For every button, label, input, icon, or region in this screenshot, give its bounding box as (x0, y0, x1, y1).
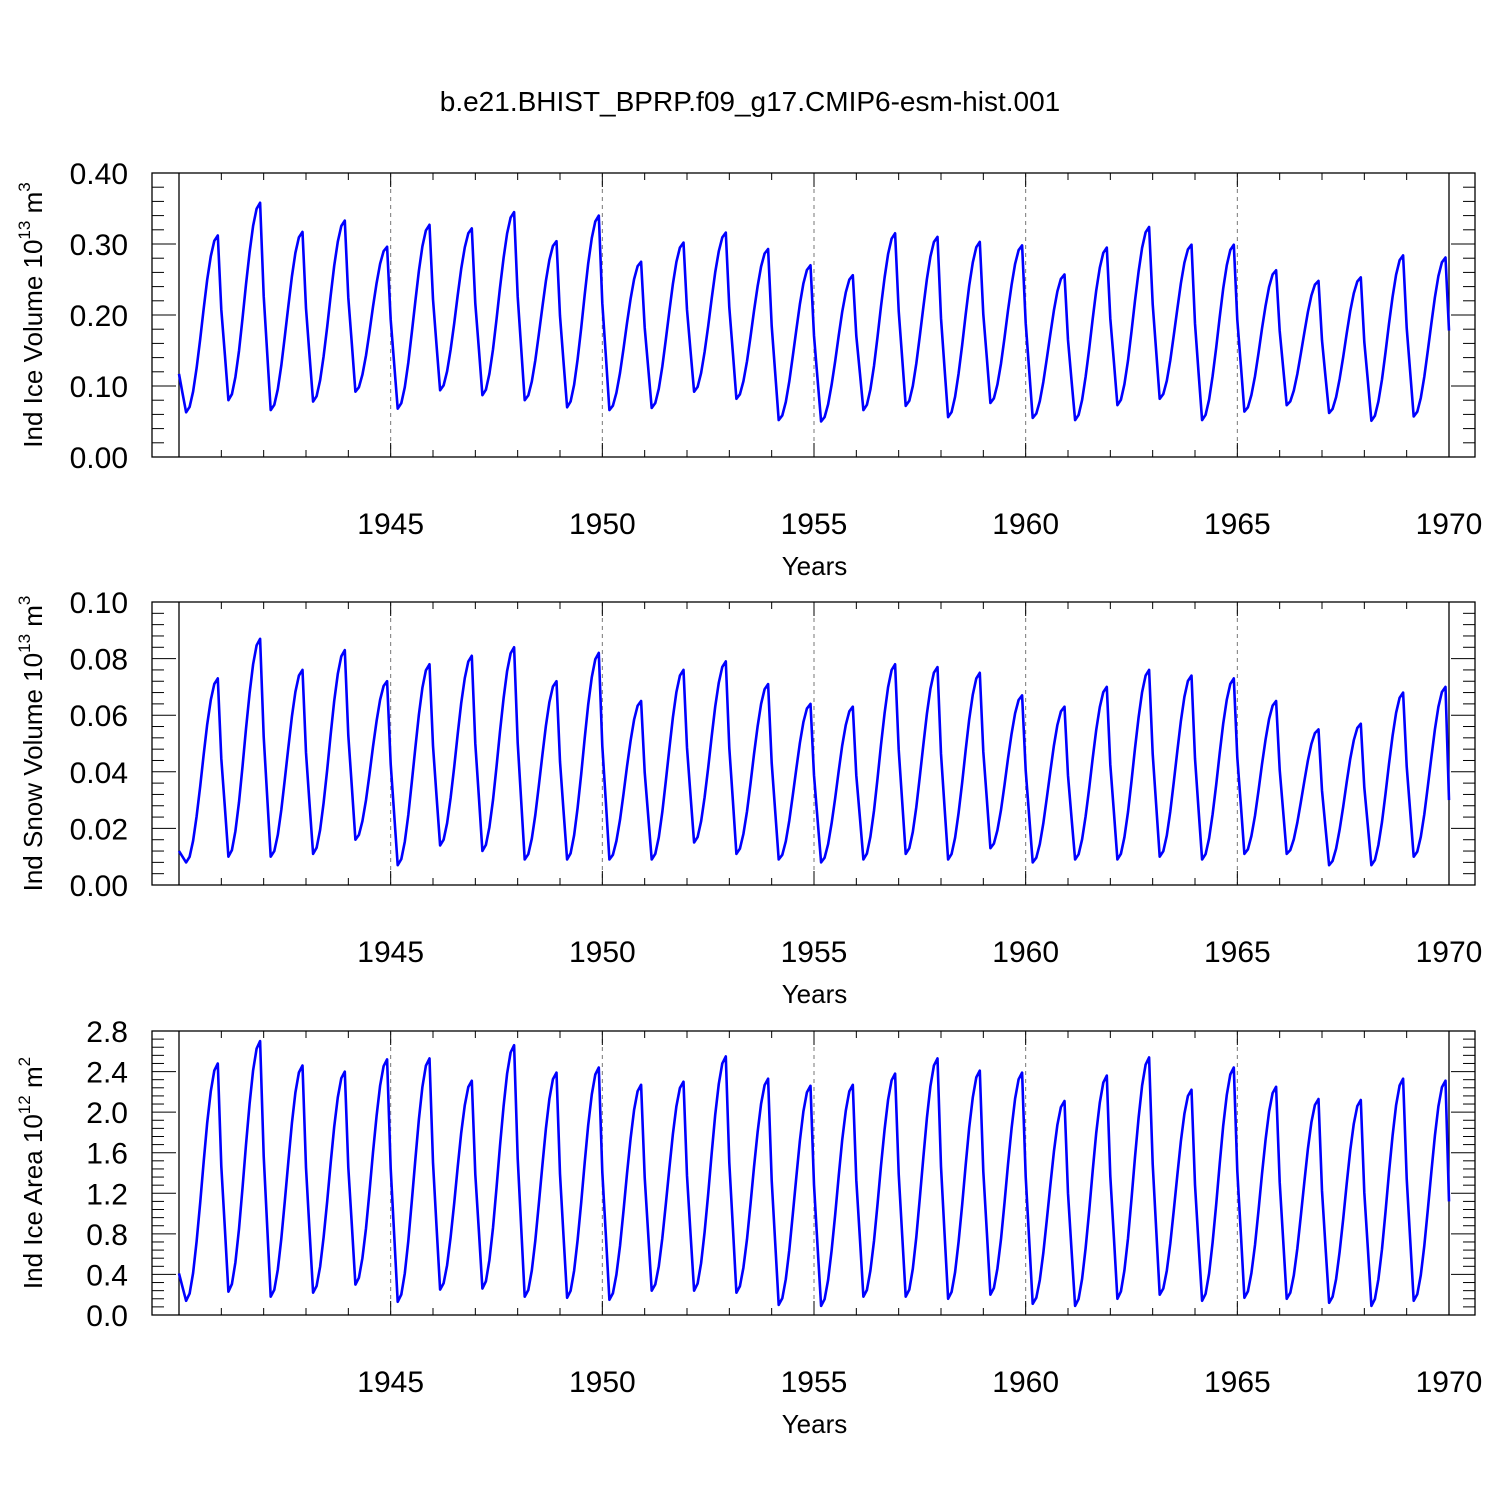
ice-volume-xlabel: Years (782, 551, 848, 581)
snow-volume-ytick-label-1: 0.02 (70, 813, 128, 846)
ice-area-xtick-label-1955: 1955 (781, 1366, 848, 1399)
ice-volume-ytick-label-3: 0.30 (70, 229, 128, 262)
ice-area-xtick-label-1950: 1950 (569, 1366, 636, 1399)
ice-area-xtick-label-1960: 1960 (992, 1366, 1059, 1399)
ice-volume-xtick-label-1965: 1965 (1204, 508, 1271, 541)
chart-title: b.e21.BHIST_BPRP.f09_g17.CMIP6-esm-hist.… (439, 86, 1061, 117)
ice-area-ytick-label-2: 0.8 (86, 1219, 128, 1252)
ice-area-ytick-label-0: 0.0 (86, 1300, 128, 1333)
snow-volume-xtick-label-1960: 1960 (992, 936, 1059, 969)
snow-volume-ytick-label-4: 0.08 (70, 644, 128, 677)
ice-volume-ylabel-unit-exp: 3 (15, 182, 34, 191)
snow-volume-ytick-label-0: 0.00 (70, 870, 128, 903)
snow-volume-xtick-label-1970: 1970 (1416, 936, 1483, 969)
ice-volume-ytick-label-1: 0.10 (70, 371, 128, 404)
ice-volume-ytick-label-4: 0.40 (70, 158, 128, 191)
ice-area-ylabel-text: Ind Ice Area 10 (18, 1114, 48, 1289)
ice-volume-ytick-label-2: 0.20 (70, 300, 128, 333)
ice-area-ytick-label-7: 2.8 (86, 1016, 128, 1049)
snow-volume-ylabel-exp: 13 (15, 634, 34, 653)
snow-volume-xtick-label-1945: 1945 (357, 936, 424, 969)
snow-volume-xlabel: Years (782, 979, 848, 1009)
ice-volume-xtick-label-1955: 1955 (781, 508, 848, 541)
ice-area-xtick-label-1965: 1965 (1204, 1366, 1271, 1399)
ice-area-series-line (177, 1039, 1451, 1308)
snow-volume-ylabel: Ind Snow Volume 1013 m3 (15, 596, 48, 892)
snow-volume-ylabel-unit: m (18, 605, 48, 634)
snow-volume-xtick-label-1955: 1955 (781, 936, 848, 969)
ice-area-ylabel: Ind Ice Area 1012 m2 (15, 1057, 48, 1289)
snow-volume-ytick-label-2: 0.04 (70, 757, 128, 790)
ice-volume-ylabel-unit: m (18, 192, 48, 221)
ice-volume-series-line (177, 201, 1451, 423)
snow-volume-xtick-label-1950: 1950 (569, 936, 636, 969)
ice-area-xlabel: Years (782, 1409, 848, 1439)
ice-area-ylabel-unit: m (18, 1066, 48, 1095)
snow-volume-ytick-label-5: 0.10 (70, 587, 128, 620)
ice-area-xtick-label-1970: 1970 (1416, 1366, 1483, 1399)
ice-area-ytick-label-4: 1.6 (86, 1138, 128, 1171)
ice-volume-ylabel: Ind Ice Volume 1013 m3 (15, 182, 48, 447)
ice-volume-ylabel-text: Ind Ice Volume 10 (18, 240, 48, 448)
ice-volume-xtick-label-1945: 1945 (357, 508, 424, 541)
snow-volume-ylabel-text: Ind Snow Volume 10 (18, 653, 48, 892)
ice-area-ylabel-unit-exp: 2 (15, 1057, 34, 1066)
ice-volume-ytick-label-0: 0.00 (70, 442, 128, 475)
ice-volume-ylabel-exp: 13 (15, 221, 34, 240)
snow-volume-series-line (177, 637, 1451, 867)
ice-volume-xtick-label-1970: 1970 (1416, 508, 1483, 541)
ice-area-ylabel-exp: 12 (15, 1095, 34, 1114)
ice-area-xtick-label-1945: 1945 (357, 1366, 424, 1399)
snow-volume-ylabel-unit-exp: 3 (15, 596, 34, 605)
snow-volume-xtick-label-1965: 1965 (1204, 936, 1271, 969)
ice-volume-xtick-label-1950: 1950 (569, 508, 636, 541)
ice-area-ytick-label-6: 2.4 (86, 1057, 128, 1090)
ice-area-ytick-label-1: 0.4 (86, 1259, 128, 1292)
ice-area-ytick-label-5: 2.0 (86, 1097, 128, 1130)
ice-area-ytick-label-3: 1.2 (86, 1178, 128, 1211)
snow-volume-ytick-label-3: 0.06 (70, 700, 128, 733)
ice-volume-xtick-label-1960: 1960 (992, 508, 1059, 541)
